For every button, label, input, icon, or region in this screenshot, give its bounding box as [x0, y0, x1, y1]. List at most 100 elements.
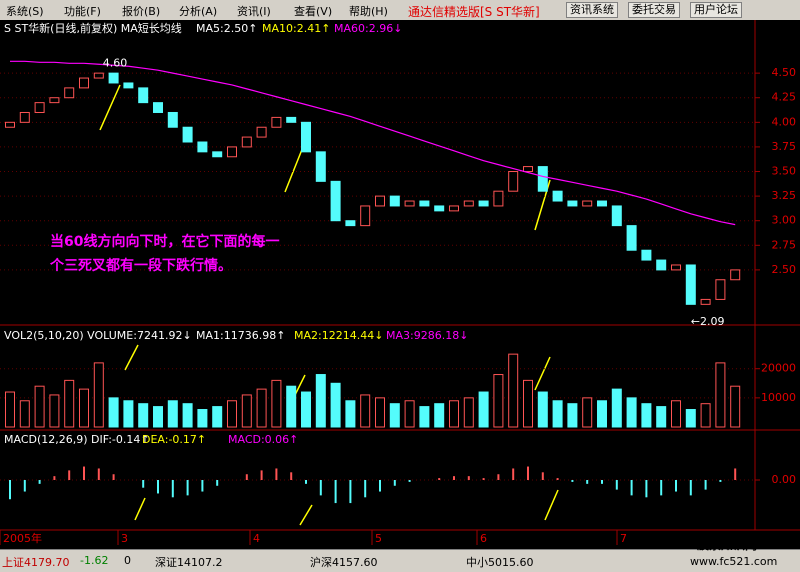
candle-body — [478, 200, 489, 207]
volume-bar — [315, 374, 326, 428]
high-label: 4.60 — [103, 56, 128, 69]
candle-body — [315, 151, 326, 182]
candle-body — [671, 264, 681, 271]
status-item: 0 — [124, 554, 131, 567]
toolbar-button[interactable]: 资讯系统 — [566, 2, 618, 18]
volume-bar — [552, 400, 563, 428]
candle-body — [345, 220, 356, 227]
candle-body — [197, 141, 208, 153]
candle-body — [330, 180, 341, 222]
candle-body — [5, 121, 15, 128]
chart: S ST华新(日线,前复权) MA短长均线 MA5:2.50↑ MA10:2.41↑… — [0, 20, 800, 549]
menu-item[interactable]: 帮助(H) — [349, 5, 388, 18]
x-tick-label: 4 — [253, 532, 260, 545]
volume-bar — [478, 391, 489, 428]
candle-body — [389, 195, 400, 207]
volume-bar — [597, 400, 607, 428]
candle-body — [523, 166, 533, 173]
candle-body — [700, 298, 711, 305]
volume-bar — [271, 379, 282, 428]
volume-bar — [508, 353, 519, 428]
volume-bar — [641, 403, 652, 428]
volume-bar — [360, 394, 371, 428]
indicator-label: MA2:12214.44↓ — [294, 329, 383, 342]
menu-item[interactable]: 查看(V) — [294, 5, 333, 18]
volume-bar — [419, 406, 430, 428]
menu-item[interactable]: 分析(A) — [179, 5, 218, 18]
volume-bar — [79, 388, 89, 428]
volume-bar — [330, 382, 341, 428]
volume-bar — [123, 400, 134, 428]
ma60-line — [10, 60, 736, 226]
candle-body — [419, 200, 430, 207]
candle-body — [64, 87, 75, 99]
volume-bar — [434, 403, 445, 428]
candle-body — [271, 116, 282, 128]
candle-body — [434, 205, 445, 212]
y-tick-label: 4.25 — [772, 91, 797, 104]
indicator-label: MA60:2.96↓ — [334, 22, 402, 35]
volume-bar — [700, 403, 711, 428]
volume-bar — [5, 391, 15, 428]
candle-body — [153, 102, 163, 113]
x-tick-label: 3 — [121, 532, 128, 545]
annotation: 当60线方向向下时，在它下面的每一 — [50, 233, 279, 250]
candle-body — [360, 205, 371, 227]
toolbar-button[interactable]: 委托交易 — [628, 2, 680, 18]
status-item: 深证14107.2 — [155, 556, 223, 569]
status-item: -1.62 — [80, 554, 109, 567]
volume-bar — [345, 400, 356, 428]
volume-bar — [715, 362, 726, 428]
y-tick-label: 3.75 — [772, 140, 797, 153]
candle-body — [715, 279, 726, 300]
y-tick-label: 3.00 — [772, 214, 797, 227]
indicator-label: MA3:9286.18↓ — [386, 329, 468, 342]
volume-bar — [167, 400, 178, 428]
volume-bar — [138, 403, 149, 428]
candle-body — [19, 111, 30, 123]
candle-body — [241, 136, 252, 148]
y-tick-label: 4.00 — [772, 115, 797, 128]
candle-body — [730, 269, 741, 281]
volume-bar — [212, 406, 223, 428]
candle-body — [34, 102, 45, 113]
volume-bar — [256, 388, 267, 428]
y-tick-label: 2.75 — [772, 238, 797, 251]
candle-body — [212, 151, 223, 158]
indicator-label: MACD:0.06↑ — [228, 433, 298, 446]
indicator-label: VOL2(5,10,20) VOLUME:7241.92↓ — [4, 329, 192, 342]
candle-body — [611, 205, 622, 227]
volume-bar — [567, 403, 578, 428]
volume-bar — [182, 403, 193, 428]
low-label: ←2.09 — [691, 315, 725, 328]
watermark: FC股票知识网 — [680, 538, 758, 552]
menu-item[interactable]: 系统(S) — [6, 5, 44, 18]
candle-body — [641, 249, 652, 261]
candle-body — [375, 195, 385, 207]
status-item: 沪深4157.60 — [310, 556, 378, 569]
candle-body — [685, 264, 696, 305]
candle-body — [138, 87, 149, 104]
candle-body — [79, 77, 89, 89]
menu-item[interactable]: 报价(B) — [122, 5, 161, 18]
candle-body — [256, 126, 267, 138]
volume-bar — [656, 406, 667, 428]
indicator-label: S ST华新(日线,前复权) MA短长均线 — [4, 21, 182, 35]
chart-bg — [0, 20, 800, 549]
volume-bar — [49, 394, 60, 428]
candle-body — [286, 116, 297, 123]
app-title: 通达信精选版[S ST华新] — [408, 5, 540, 19]
toolbar-button[interactable]: 用户论坛 — [690, 2, 742, 18]
menu-bar: 系统(S) 功能(F) 报价(B) 分析(A) 资讯(I) 查看(V) 帮助(H) 通达信精选… — [0, 0, 800, 21]
candle-body — [508, 171, 519, 192]
status-bar: 上证4179.70 -1.62 0 深证14107.2 沪深4157.60 中小5015.… — [0, 538, 800, 572]
volume-bar — [34, 385, 45, 428]
menu-item[interactable]: 功能(F) — [64, 5, 101, 18]
menu-item[interactable]: 资讯(I) — [237, 5, 271, 18]
volume-bar — [286, 385, 297, 428]
status-item: 中小5015.60 — [466, 556, 534, 569]
x-tick-label: 7 — [620, 532, 627, 545]
candle-body — [552, 190, 563, 202]
candle-body — [493, 190, 504, 207]
